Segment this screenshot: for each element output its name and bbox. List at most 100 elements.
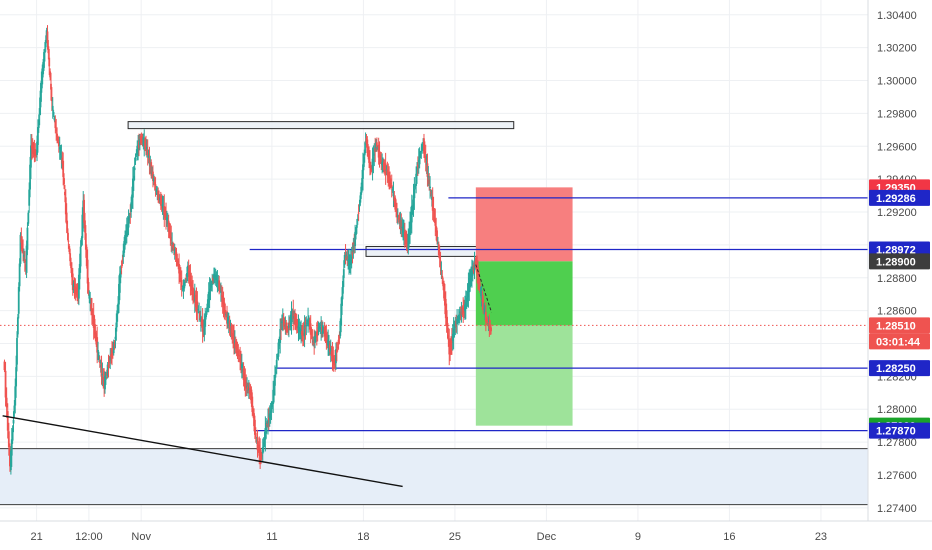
candle-body — [351, 251, 354, 255]
candle-body — [448, 339, 451, 355]
candle-body — [295, 319, 298, 329]
candle-body — [350, 256, 353, 259]
candle-body — [371, 158, 374, 170]
candle-body — [64, 197, 67, 215]
candle-body — [50, 83, 52, 90]
candle-body — [441, 275, 444, 279]
candle-body — [444, 298, 447, 319]
candle-body — [437, 244, 440, 256]
candle-body — [16, 337, 18, 365]
candle-body — [310, 331, 313, 335]
x-tick-label: 23 — [815, 531, 827, 543]
candle-body — [4, 370, 7, 398]
candle-body — [98, 361, 101, 363]
candle-body — [182, 288, 185, 290]
candle-body — [488, 321, 491, 330]
candle-body — [362, 164, 364, 179]
candle-body — [379, 155, 382, 161]
candle-body — [342, 269, 345, 279]
candle-body — [223, 302, 226, 315]
candle-body — [285, 322, 288, 333]
candle-body — [304, 327, 307, 330]
candle-body — [25, 245, 28, 273]
candle-body — [445, 310, 448, 327]
candle-body — [179, 277, 182, 280]
candle-body — [23, 254, 25, 257]
candle-body — [267, 417, 270, 421]
candle-body — [279, 328, 282, 343]
candle-body — [204, 315, 207, 327]
candle-body — [394, 197, 397, 210]
candle-body — [490, 327, 492, 332]
candle-body — [47, 46, 50, 54]
y-tick-label: 1.27800 — [877, 437, 917, 449]
candle-body — [110, 354, 113, 358]
candle-body — [283, 321, 286, 326]
candle-body — [416, 164, 419, 168]
candle-body — [210, 284, 213, 288]
candle-body — [376, 142, 378, 147]
candle-body — [262, 442, 265, 448]
candle-body — [86, 259, 89, 284]
candle-body — [107, 365, 110, 368]
x-tick-label: 11 — [266, 531, 277, 543]
x-tick-label: 21 — [30, 531, 42, 543]
candle-body — [37, 127, 39, 145]
candle-body — [5, 397, 8, 408]
candle-body — [63, 178, 65, 185]
candle-body — [427, 176, 430, 178]
candle-body — [480, 294, 483, 299]
x-tick-label: 9 — [635, 531, 641, 543]
candle-body — [366, 139, 369, 153]
candle-body — [91, 309, 93, 314]
candle-body — [411, 205, 414, 210]
candle-body — [78, 263, 81, 280]
candle-body — [104, 377, 107, 380]
candle-body — [346, 256, 349, 260]
candle-body — [175, 252, 178, 262]
candle-body — [226, 316, 229, 324]
trendline-line — [2, 415, 403, 488]
candle-body — [224, 309, 227, 315]
resistance-box — [127, 121, 515, 130]
candle-body — [421, 145, 424, 151]
candle-body — [55, 129, 58, 131]
candle-body — [83, 199, 85, 223]
y-tick-label: 1.29800 — [877, 108, 917, 120]
candle-body — [372, 156, 375, 162]
candle-body — [266, 423, 269, 425]
candle-body — [369, 161, 371, 164]
candle-body — [341, 296, 343, 306]
candle-body — [42, 62, 45, 75]
candle-body — [85, 246, 88, 267]
y-tick-label: 1.29600 — [877, 141, 917, 153]
horizontal-levels[interactable] — [0, 197, 868, 432]
candle-body — [14, 386, 17, 406]
candle-body — [128, 215, 131, 221]
price-tag: 1.27870 — [869, 422, 930, 439]
time-axis[interactable]: 21 12:00 Nov 11 18 25 Dec 9 16 23 — [0, 520, 932, 543]
candle-body — [260, 455, 263, 457]
candle-body — [254, 433, 257, 437]
candle-body — [87, 282, 90, 292]
candle-body — [449, 347, 452, 352]
candle-body — [287, 326, 289, 332]
candle-body — [404, 231, 407, 245]
candle-body — [100, 363, 103, 377]
candle-body — [260, 453, 262, 461]
candle-body — [456, 318, 458, 325]
candle-body — [436, 230, 438, 242]
candle-body — [235, 341, 238, 354]
candle-body — [106, 364, 109, 376]
candle-body — [261, 447, 264, 454]
candle-body — [185, 278, 187, 280]
candle-body — [410, 205, 413, 223]
candle-body — [19, 234, 22, 264]
trendline[interactable] — [2, 264, 492, 488]
candle-body — [9, 448, 11, 467]
candle-body — [178, 263, 180, 274]
short-position-tool[interactable] — [475, 187, 573, 426]
candle-body — [395, 207, 397, 210]
